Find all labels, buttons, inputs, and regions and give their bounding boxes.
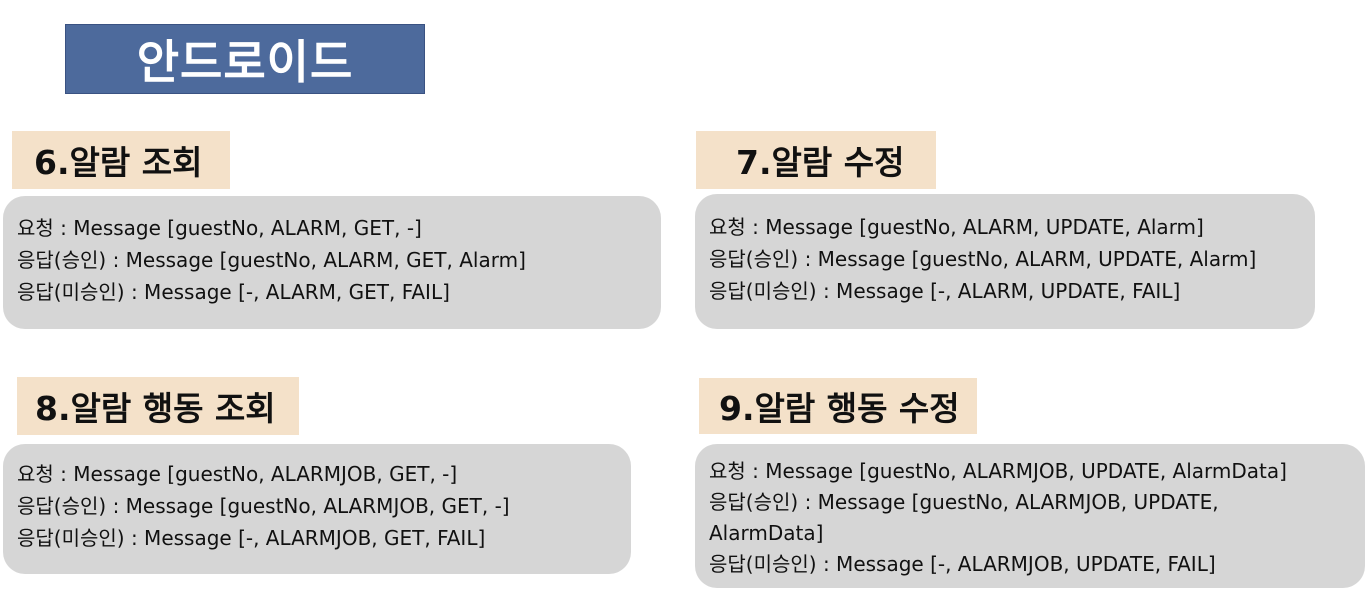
page-title: 안드로이드: [65, 24, 425, 94]
request-line: 요청 : Message [guestNo, ALARM, UPDATE, Al…: [709, 215, 1204, 239]
denied-response-line: 응답(미승인) : Message [-, ALARM, GET, FAIL]: [17, 280, 450, 304]
section-6-panel: 요청 : Message [guestNo, ALARM, GET, -] 응답…: [3, 196, 661, 329]
section-8-panel: 요청 : Message [guestNo, ALARMJOB, GET, -]…: [3, 444, 631, 574]
section-7-panel: 요청 : Message [guestNo, ALARM, UPDATE, Al…: [695, 194, 1315, 329]
approved-response-line: 응답(승인) : Message [guestNo, ALARMJOB, GET…: [17, 494, 510, 518]
request-line: 요청 : Message [guestNo, ALARM, GET, -]: [17, 216, 422, 240]
section-8-heading: 8.알람 행동 조회: [17, 377, 299, 435]
section-9-heading: 9.알람 행동 수정: [699, 378, 977, 434]
approved-response-line: 응답(승인) : Message [guestNo, ALARM, UPDATE…: [709, 247, 1257, 271]
approved-response-line: 응답(승인) : Message [guestNo, ALARM, GET, A…: [17, 248, 526, 272]
denied-response-line: 응답(미승인) : Message [-, ALARM, UPDATE, FAI…: [709, 279, 1181, 303]
denied-response-line: 응답(미승인) : Message [-, ALARMJOB, UPDATE, …: [709, 552, 1216, 576]
section-7-heading: 7.알람 수정: [696, 131, 936, 189]
section-6-heading: 6.알람 조회: [12, 131, 230, 189]
approved-response-line: 응답(승인) : Message [guestNo, ALARMJOB, UPD…: [709, 490, 1219, 545]
request-line: 요청 : Message [guestNo, ALARMJOB, GET, -]: [17, 462, 458, 486]
denied-response-line: 응답(미승인) : Message [-, ALARMJOB, GET, FAI…: [17, 526, 486, 550]
request-line: 요청 : Message [guestNo, ALARMJOB, UPDATE,…: [709, 459, 1287, 483]
section-9-panel: 요청 : Message [guestNo, ALARMJOB, UPDATE,…: [695, 444, 1365, 588]
